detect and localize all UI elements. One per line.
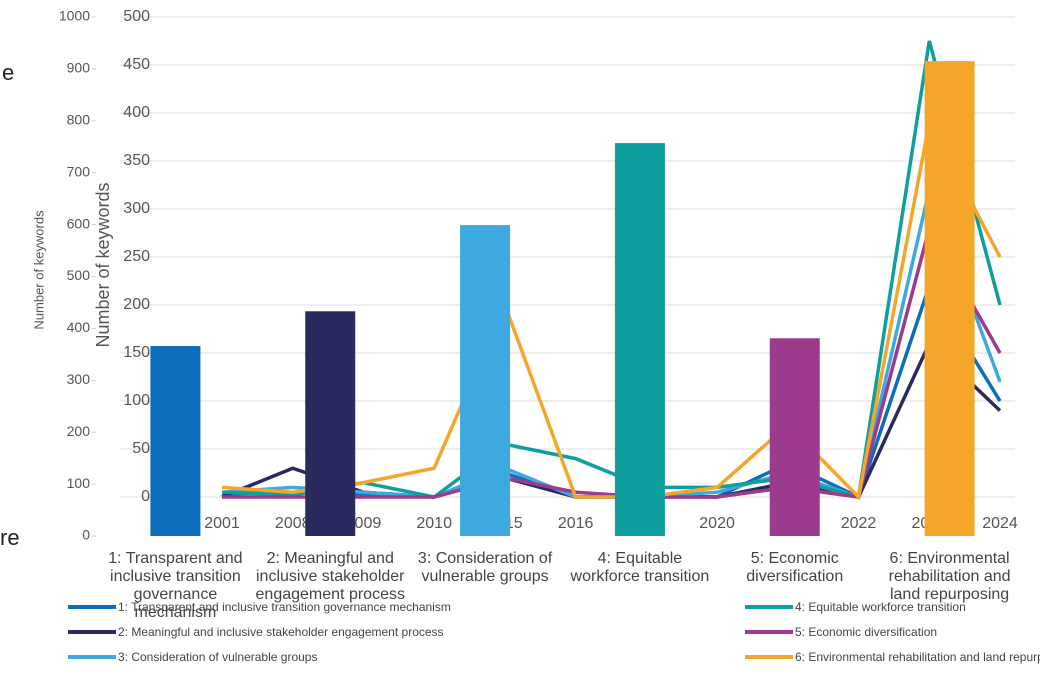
y-tick-label: 350 xyxy=(123,152,150,169)
y-tick-label: 800 xyxy=(67,112,91,128)
y-tick-label: 450 xyxy=(123,56,150,73)
y-tick-label: 100 xyxy=(67,475,91,491)
y-tick-label: 400 xyxy=(123,104,150,121)
y-tick-label: 400 xyxy=(67,319,91,335)
legend-label: 5: Economic diversification xyxy=(795,625,938,639)
legend-swatch xyxy=(745,655,793,659)
y-tick-label: 700 xyxy=(67,163,91,179)
y-tick-label: 250 xyxy=(123,248,150,265)
legend-swatch xyxy=(68,655,116,659)
x-tick-label: 6: Environmental rehabilitation and land… xyxy=(888,550,1011,603)
x-tick-label: 2: Meaningful and inclusive stakeholder … xyxy=(255,550,405,603)
legend-label: 6: Environmental rehabilitation and land… xyxy=(795,650,1040,664)
bar xyxy=(614,143,665,536)
legend-label: 1: Transparent and inclusive transition … xyxy=(118,600,451,614)
bar xyxy=(924,61,975,537)
x-tick-label: 2008 xyxy=(275,515,311,532)
y-tick-label: 50 xyxy=(132,440,150,457)
bar xyxy=(305,311,356,536)
legend-entry: 2: Meaningful and inclusive stakeholder … xyxy=(68,625,444,639)
y-tick-label: 500 xyxy=(123,8,150,25)
legend-label: 2: Meaningful and inclusive stakeholder … xyxy=(118,625,444,639)
y-tick-label: 600 xyxy=(67,215,91,231)
y-tick-label: 100 xyxy=(123,392,150,409)
y-axis-label: Number of keywords xyxy=(93,182,113,347)
x-tick-label: 2020 xyxy=(699,515,735,532)
y-tick-label: 200 xyxy=(123,296,150,313)
y-tick-label: 0 xyxy=(141,488,150,505)
side-text: re xyxy=(0,525,20,550)
x-tick-label: 4: Equitable workforce transition xyxy=(570,550,710,585)
legend-entry: 5: Economic diversification xyxy=(745,625,937,639)
y-tick-label: 300 xyxy=(123,200,150,217)
bar xyxy=(769,338,820,536)
legend-entry: 3: Consideration of vulnerable groups xyxy=(68,650,317,664)
y-tick-label: 500 xyxy=(67,267,91,283)
x-tick-label: 2001 xyxy=(204,515,240,532)
legend-entry: 4: Equitable workforce transition xyxy=(745,600,966,614)
legend-swatch xyxy=(745,630,793,634)
x-tick-label: 2024 xyxy=(982,515,1018,532)
legend-entry: 6: Environmental rehabilitation and land… xyxy=(745,650,1040,664)
y-tick-label: 150 xyxy=(123,344,150,361)
x-tick-label: 3: Consideration of vulnerable groups xyxy=(417,550,553,585)
x-tick-label: 2010 xyxy=(416,515,452,532)
y-tick-label: 0 xyxy=(82,527,90,543)
side-text: e xyxy=(2,60,15,85)
bar xyxy=(150,346,201,536)
x-tick-label: 2016 xyxy=(558,515,594,532)
legend-swatch xyxy=(68,605,116,609)
y-tick-label: 900 xyxy=(67,60,91,76)
x-tick-label: 1: Transparent and inclusive transition … xyxy=(108,550,243,621)
legend-label: 4: Equitable workforce transition xyxy=(795,600,966,614)
x-tick-label: 2022 xyxy=(841,515,877,532)
y-axis-label: Number of keywords xyxy=(31,210,46,330)
y-tick-label: 300 xyxy=(67,371,91,387)
y-tick-label: 200 xyxy=(67,423,91,439)
y-tick-label: 1000 xyxy=(59,8,90,24)
legend-label: 3: Consideration of vulnerable groups xyxy=(118,650,318,664)
legend-entry: 1: Transparent and inclusive transition … xyxy=(68,600,451,614)
legend-swatch xyxy=(68,630,116,634)
bar xyxy=(460,225,511,536)
legend-swatch xyxy=(745,605,793,609)
x-tick-label: 5: Economic diversification xyxy=(746,550,844,585)
